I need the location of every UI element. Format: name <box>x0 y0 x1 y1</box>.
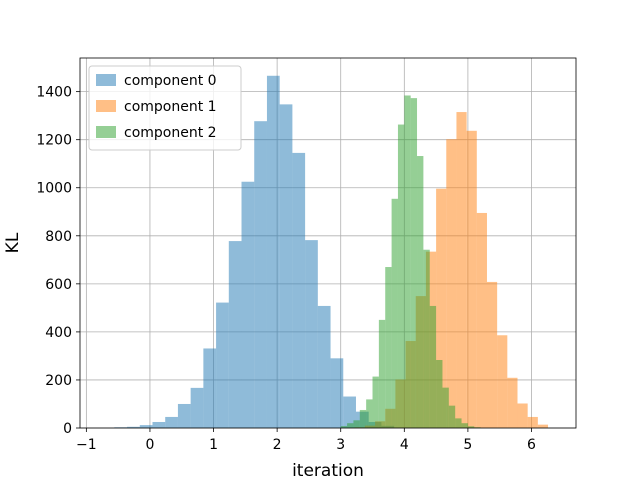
histogram-bar <box>446 139 457 428</box>
legend-box <box>88 65 242 151</box>
y-tick-label: 800 <box>45 229 72 245</box>
legend-label: component 2 <box>124 125 217 141</box>
histogram-bar <box>497 335 508 428</box>
legend-label: component 1 <box>124 99 217 115</box>
histogram-bar <box>266 75 280 428</box>
legend: component 0 component 1 component 2 <box>88 65 242 151</box>
y-tick-label: 1000 <box>36 181 72 197</box>
histogram-bar <box>429 305 437 428</box>
histogram-bar <box>442 387 449 428</box>
histogram-bar <box>190 387 204 428</box>
histogram-bar <box>366 399 373 428</box>
histogram-bar <box>423 249 430 428</box>
histogram-bar <box>385 267 392 428</box>
histogram-bar <box>476 212 487 428</box>
y-tick-label: 1400 <box>36 85 72 101</box>
histogram-bar <box>404 95 411 428</box>
histogram-bar <box>228 241 242 428</box>
histogram-bar <box>343 396 356 428</box>
histogram-bar <box>455 418 462 428</box>
x-tick-label: 5 <box>463 437 472 453</box>
histogram-bar <box>279 104 293 429</box>
histogram-bar <box>378 319 386 428</box>
histogram-bar <box>203 348 217 428</box>
histogram-bar <box>461 423 468 428</box>
x-tick-label: 1 <box>209 437 218 453</box>
y-tick-label: 200 <box>45 373 72 389</box>
histogram-bar <box>165 416 178 428</box>
x-tick-label: 6 <box>527 437 536 453</box>
histogram-bar <box>527 416 538 428</box>
histogram-bar <box>486 281 498 428</box>
histogram-bar <box>410 98 418 428</box>
histogram-bar <box>537 424 549 428</box>
legend-swatch <box>96 74 116 86</box>
y-axis-ticks: 0 200 400 600 800 1000 1200 1400 <box>36 85 80 437</box>
histogram-bar <box>152 421 166 428</box>
histogram-bar <box>391 198 398 428</box>
histogram-bar <box>127 426 140 428</box>
y-tick-label: 600 <box>45 277 72 293</box>
x-tick-label: −1 <box>76 437 97 453</box>
histogram-bar <box>467 426 475 428</box>
histogram-bar <box>466 130 477 428</box>
histogram-bar <box>177 403 191 428</box>
x-tick-label: 4 <box>400 437 409 453</box>
histogram-bar <box>372 376 379 428</box>
histogram-bar <box>216 302 229 428</box>
histogram-bar <box>436 188 447 428</box>
series-2 <box>340 95 481 429</box>
histogram-bar <box>347 423 354 428</box>
legend-swatch <box>96 100 116 112</box>
x-tick-label: 2 <box>273 437 282 453</box>
y-tick-label: 0 <box>63 421 72 437</box>
histogram-bar <box>417 156 424 428</box>
histogram-bar <box>241 181 255 428</box>
x-tick-label: 0 <box>145 437 154 453</box>
histogram-bar <box>305 240 318 428</box>
axes-border <box>79 57 577 429</box>
histogram-bar <box>456 112 467 428</box>
histogram-bars <box>114 75 549 429</box>
x-axis-label: iteration <box>292 461 364 480</box>
y-tick-label: 1200 <box>36 133 72 149</box>
histogram-bar <box>353 420 360 428</box>
histogram-bar <box>317 305 331 428</box>
plot-frame <box>79 57 577 429</box>
y-tick-label: 400 <box>45 325 72 341</box>
histogram-bar <box>397 124 405 429</box>
histogram-bar <box>436 360 443 428</box>
legend-swatch <box>96 126 116 138</box>
histogram-bar <box>448 405 456 428</box>
legend-label: component 0 <box>124 73 217 89</box>
x-axis-ticks: −1 0 1 2 3 4 5 6 <box>76 428 536 453</box>
histogram-bar <box>292 152 306 429</box>
x-tick-label: 3 <box>336 437 345 453</box>
histogram-bar <box>254 121 267 429</box>
histogram-bar <box>517 403 528 428</box>
histogram-bar <box>139 425 153 428</box>
y-axis-label: KL <box>3 232 23 253</box>
histogram-bar <box>359 409 367 428</box>
series-0 <box>114 75 395 429</box>
histogram-bar <box>340 426 348 428</box>
histogram-bar <box>507 377 518 428</box>
histogram-bar <box>330 358 344 428</box>
